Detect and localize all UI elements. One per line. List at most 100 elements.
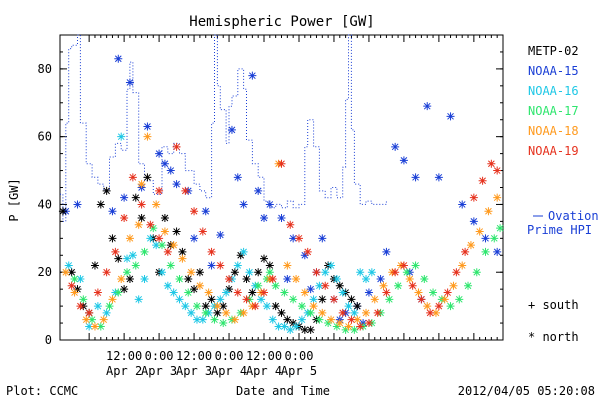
data-point bbox=[93, 302, 102, 311]
data-point bbox=[382, 288, 391, 297]
data-point bbox=[300, 325, 309, 334]
data-point bbox=[140, 275, 149, 283]
data-point bbox=[137, 214, 146, 222]
data-point bbox=[248, 288, 257, 297]
data-point bbox=[239, 200, 248, 209]
data-point bbox=[260, 288, 269, 297]
data-point bbox=[402, 268, 411, 277]
data-point bbox=[210, 315, 219, 324]
chart-title: Hemispheric Power [GW] bbox=[189, 14, 374, 30]
data-point bbox=[201, 302, 210, 311]
data-point bbox=[172, 180, 181, 189]
data-point bbox=[321, 268, 330, 277]
y-axis-label: P [GW] bbox=[7, 178, 21, 221]
data-point bbox=[96, 322, 105, 331]
data-point bbox=[85, 322, 94, 331]
data-point bbox=[192, 315, 201, 324]
data-point bbox=[408, 281, 417, 290]
data-point bbox=[382, 247, 391, 256]
data-point bbox=[155, 234, 164, 243]
data-point bbox=[123, 268, 132, 277]
x-tick-label-date: Apr 4 bbox=[211, 364, 247, 378]
footer-timestamp: 2012/04/05 05:20:08 bbox=[458, 384, 595, 398]
data-point bbox=[187, 268, 196, 277]
y-tick-label: 80 bbox=[38, 62, 52, 76]
data-point bbox=[385, 295, 394, 304]
x-tick-label-time: 12:00 bbox=[176, 349, 212, 363]
data-point bbox=[204, 288, 213, 297]
data-point bbox=[277, 308, 286, 317]
data-point bbox=[274, 322, 283, 331]
data-point bbox=[222, 308, 231, 317]
data-point bbox=[213, 308, 222, 317]
data-point bbox=[190, 207, 199, 216]
data-point bbox=[108, 295, 117, 304]
data-point bbox=[242, 295, 251, 304]
data-point bbox=[251, 302, 260, 311]
data-point bbox=[117, 275, 126, 283]
data-point bbox=[163, 281, 172, 290]
data-point bbox=[469, 193, 478, 202]
data-point bbox=[431, 308, 440, 317]
data-point bbox=[146, 220, 155, 229]
data-point bbox=[271, 302, 280, 311]
data-point bbox=[329, 295, 338, 304]
data-point bbox=[128, 173, 137, 182]
data-point bbox=[362, 275, 371, 283]
data-point bbox=[242, 275, 251, 283]
data-point bbox=[309, 302, 318, 311]
data-point bbox=[131, 193, 140, 202]
data-point bbox=[207, 295, 216, 304]
data-point bbox=[364, 288, 373, 297]
data-point bbox=[440, 295, 449, 304]
data-point bbox=[120, 214, 129, 222]
data-point bbox=[61, 268, 70, 277]
data-point bbox=[277, 159, 286, 168]
data-point bbox=[265, 200, 274, 209]
data-point bbox=[332, 322, 341, 331]
data-point bbox=[268, 275, 277, 283]
data-point bbox=[187, 308, 196, 317]
data-point bbox=[341, 325, 350, 334]
data-point bbox=[303, 247, 312, 256]
data-point bbox=[376, 275, 385, 283]
data-point bbox=[230, 315, 239, 324]
data-point bbox=[292, 322, 301, 331]
data-point bbox=[190, 285, 199, 294]
data-point bbox=[114, 254, 123, 263]
data-point bbox=[260, 254, 269, 263]
data-point bbox=[478, 176, 487, 185]
data-point bbox=[321, 281, 330, 290]
data-point bbox=[260, 214, 269, 222]
symbol-legend: + south * north bbox=[528, 298, 579, 344]
data-point bbox=[67, 268, 76, 277]
data-point bbox=[306, 308, 315, 317]
data-point bbox=[239, 308, 248, 317]
legend-item-noaa-17: NOAA-17 bbox=[528, 104, 579, 118]
x-tick-label-time: 0:00 bbox=[215, 349, 244, 363]
data-point bbox=[350, 308, 359, 317]
x-tick-label-date: Apr 4 bbox=[246, 364, 282, 378]
data-point bbox=[347, 295, 356, 304]
data-point bbox=[446, 302, 455, 311]
data-point bbox=[155, 149, 164, 158]
data-point bbox=[484, 207, 493, 216]
data-point bbox=[356, 322, 365, 331]
footer-plot-credit: Plot: CCMC bbox=[6, 384, 78, 398]
data-point bbox=[233, 173, 242, 182]
data-point bbox=[108, 207, 117, 216]
data-point bbox=[364, 319, 373, 328]
data-point bbox=[236, 251, 245, 260]
data-point bbox=[312, 268, 321, 277]
data-point bbox=[350, 325, 359, 334]
data-point bbox=[434, 173, 443, 182]
ovation-legend-label-line1: Ovation bbox=[548, 209, 599, 223]
data-point bbox=[327, 315, 336, 324]
data-point bbox=[166, 261, 175, 270]
data-point bbox=[233, 261, 242, 270]
data-point bbox=[195, 281, 204, 290]
data-point bbox=[108, 234, 117, 243]
data-point bbox=[434, 302, 443, 311]
data-point bbox=[262, 302, 271, 311]
